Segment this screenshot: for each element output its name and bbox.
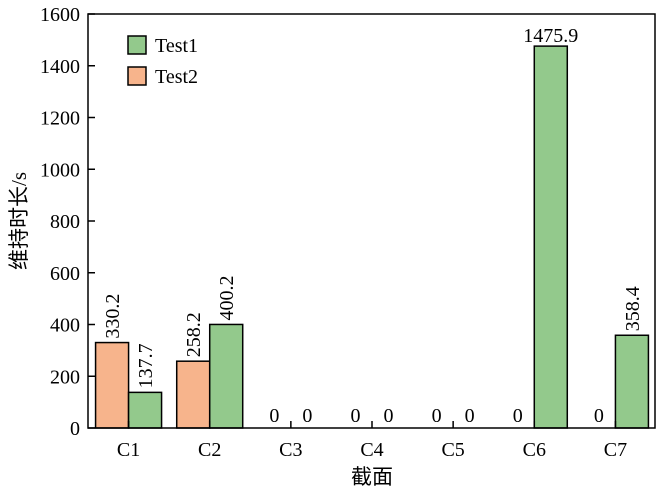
bar-test1-c7 bbox=[614, 334, 650, 429]
bar-test1-c1 bbox=[127, 391, 163, 429]
x-tick-label: C3 bbox=[279, 439, 302, 461]
data-label: 0 bbox=[465, 405, 475, 427]
data-label: 0 bbox=[351, 405, 361, 427]
x-tick-label: C1 bbox=[117, 439, 140, 461]
data-label: 0 bbox=[384, 405, 394, 427]
legend-swatch-test2 bbox=[127, 66, 147, 86]
bars-group bbox=[94, 45, 650, 429]
x-tick-label: C4 bbox=[360, 439, 383, 461]
y-axis: 0 200 400 600 800 1000 1200 1400 1600 bbox=[40, 4, 95, 440]
x-tick-label: C7 bbox=[604, 439, 627, 461]
x-tick-label: C2 bbox=[198, 439, 221, 461]
data-label: 0 bbox=[269, 405, 279, 427]
y-tick-label: 1400 bbox=[40, 56, 80, 78]
y-tick-label: 1600 bbox=[40, 4, 80, 26]
y-tick-label: 600 bbox=[50, 263, 80, 285]
data-label: 0 bbox=[594, 405, 604, 427]
bar-test1-c6 bbox=[533, 45, 569, 429]
y-tick-label: 0 bbox=[70, 418, 80, 440]
data-label: 400.2 bbox=[216, 275, 238, 320]
bar-test1-c2 bbox=[208, 323, 244, 429]
data-label: 0 bbox=[432, 405, 442, 427]
y-tick-label: 800 bbox=[50, 211, 80, 233]
data-label: 0 bbox=[302, 405, 312, 427]
bar-test2-c2 bbox=[175, 360, 211, 429]
data-label: 137.7 bbox=[135, 343, 157, 388]
legend-label-test1: Test1 bbox=[155, 35, 198, 57]
y-tick-label: 200 bbox=[50, 366, 80, 388]
x-axis: C1 C2 C3 C4 C5 C6 C7 bbox=[117, 421, 627, 461]
y-tick-label: 1200 bbox=[40, 108, 80, 130]
x-tick-label: C5 bbox=[441, 439, 464, 461]
legend: Test1 Test2 bbox=[127, 35, 198, 88]
data-labels-group: 330.2 258.2 0 0 0 0 0 137.7 400.2 0 0 0 1475.9 358.4 bbox=[102, 25, 644, 427]
x-tick-label: C6 bbox=[523, 439, 546, 461]
data-label: 358.4 bbox=[622, 286, 644, 331]
legend-swatch-test1 bbox=[127, 35, 147, 55]
data-label: 0 bbox=[513, 405, 523, 427]
data-label: 258.2 bbox=[183, 312, 205, 357]
x-axis-title: 截面 bbox=[351, 465, 393, 489]
y-tick-label: 400 bbox=[50, 315, 80, 337]
y-axis-title: 维持时长/s bbox=[7, 172, 31, 270]
bar-test2-c1 bbox=[94, 341, 130, 429]
data-label: 330.2 bbox=[102, 294, 124, 339]
data-label: 1475.9 bbox=[523, 25, 578, 47]
legend-label-test2: Test2 bbox=[155, 66, 198, 88]
y-tick-label: 1000 bbox=[40, 159, 80, 181]
